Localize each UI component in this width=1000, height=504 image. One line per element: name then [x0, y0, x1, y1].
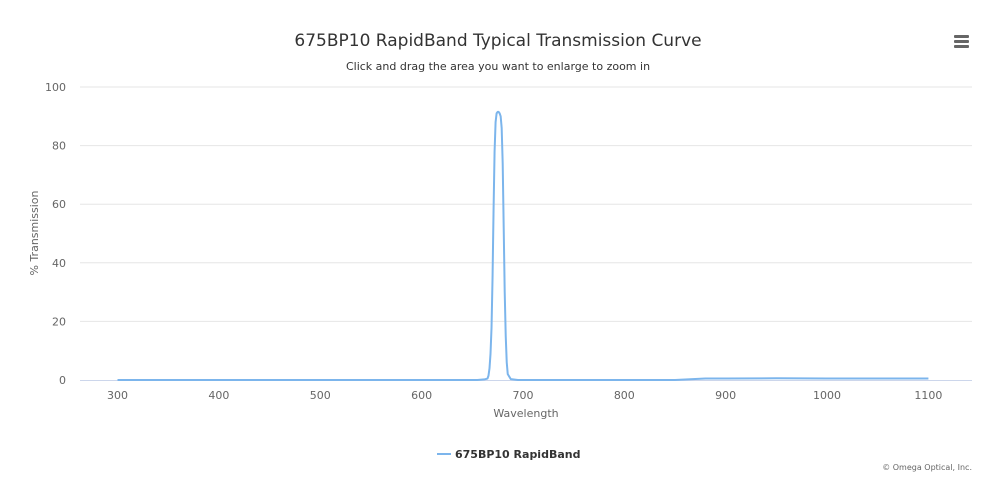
- y-tick-label: 0: [59, 374, 66, 387]
- y-tick-label: 60: [52, 198, 66, 211]
- hamburger-menu-icon[interactable]: [946, 30, 976, 54]
- legend-item[interactable]: 675BP10 RapidBand: [437, 448, 580, 461]
- x-tick-label: 600: [411, 389, 432, 402]
- y-axis-tick-labels: 0 20 40 60 80 100: [45, 81, 66, 387]
- y-axis-label: % Transmission: [28, 190, 41, 275]
- x-tick-label: 400: [208, 389, 229, 402]
- grid-lines: [80, 86, 972, 322]
- y-tick-label: 100: [45, 81, 66, 94]
- legend-label: 675BP10 RapidBand: [455, 448, 580, 461]
- x-tick-label: 900: [715, 389, 736, 402]
- chart-title: 675BP10 RapidBand Typical Transmission C…: [294, 31, 701, 51]
- series-line[interactable]: [117, 110, 929, 381]
- credits-text[interactable]: © Omega Optical, Inc.: [882, 463, 972, 472]
- y-tick-label: 40: [52, 257, 66, 270]
- x-axis-label: Wavelength: [493, 407, 558, 420]
- series-layer: [117, 110, 929, 381]
- x-tick-label: 1000: [813, 389, 841, 402]
- x-tick-label: 800: [614, 389, 635, 402]
- chart-subtitle: Click and drag the area you want to enla…: [346, 60, 650, 73]
- x-tick-label: 300: [107, 389, 128, 402]
- y-tick-label: 80: [52, 140, 66, 153]
- y-tick-label: 20: [52, 315, 66, 328]
- x-tick-label: 700: [512, 389, 533, 402]
- x-tick-label: 1100: [914, 389, 942, 402]
- x-axis-tick-labels: 300 400 500 600 700 800 900 1000 1100: [107, 389, 942, 402]
- x-tick-label: 500: [310, 389, 331, 402]
